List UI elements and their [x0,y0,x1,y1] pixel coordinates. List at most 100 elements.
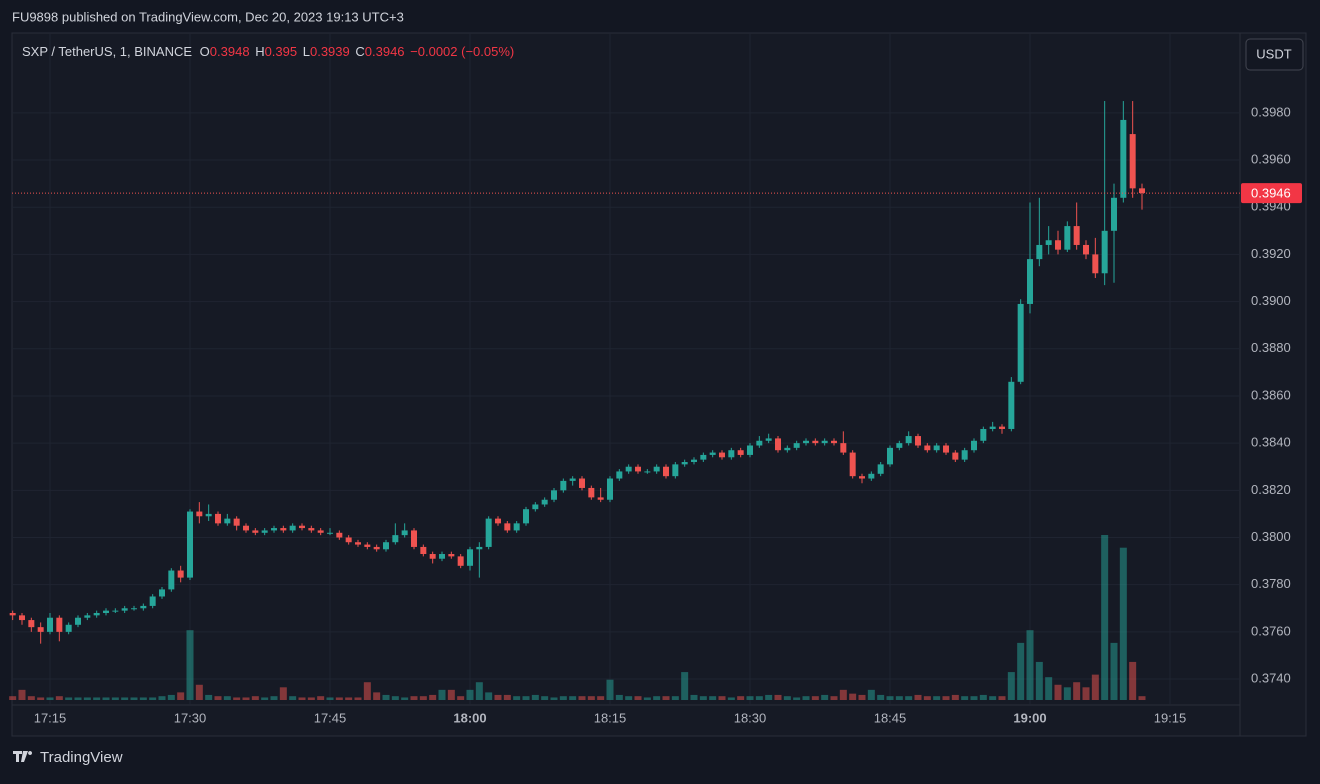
volume-bar [186,630,194,700]
volume-bar [699,696,707,700]
x-tick-label: 17:15 [34,710,67,725]
candle-body [271,528,277,531]
volume-bar [793,697,801,700]
volume-bar [1110,642,1118,700]
volume-bar [401,697,409,700]
brand-logo [13,751,33,762]
candle-body [140,605,147,609]
volume-bar [214,696,222,700]
volume-bar [1054,684,1062,700]
candle-body [1129,134,1136,189]
candle-body [1092,254,1099,274]
volume-bar [998,696,1006,700]
candle-body [504,523,511,531]
volume-bar [93,697,101,700]
volume-bar [755,696,763,700]
volume-bar [74,697,82,700]
candle-body [485,518,492,547]
candle-body [177,570,184,578]
volume-bar [662,696,670,700]
candle-body [625,466,632,472]
candle-body [1036,244,1043,260]
candle-body [327,532,333,534]
volume-bar [550,697,558,700]
y-tick-label: 0.3820 [1251,482,1291,497]
candle-body [103,610,109,613]
high-value: 0.395 [265,44,298,59]
volume-bar [718,696,726,700]
candle-body [439,554,445,559]
volume-bar [606,679,614,700]
volume-bar [961,696,969,700]
volume-bar [429,694,437,700]
candle-body [663,466,669,477]
candle-body [653,466,660,472]
x-tick-label: 17:45 [314,710,347,725]
candle-body [943,445,949,453]
candle-body [476,546,483,550]
candle-body [971,440,977,451]
volume-bar [681,672,689,700]
candle-body [1008,381,1015,429]
volume-bar [858,694,866,700]
candle-body [700,454,707,460]
candle-body [588,487,595,498]
volume-bar [1073,682,1081,700]
candle-body [905,436,912,444]
legend-line: SXP / TetherUS, 1, BINANCE O0.3948 H0.39… [22,44,514,59]
volume-bar [494,694,502,700]
volume-bar [1101,535,1109,700]
candle-body [1139,188,1145,194]
volume-bar [1007,672,1015,700]
candle-body [1017,303,1024,382]
volume-bar [765,694,773,700]
candle-body [821,440,828,444]
currency-button[interactable] [1245,38,1304,71]
candle-body [336,532,343,538]
volume-bar [727,697,735,700]
candle-body [793,443,800,448]
x-tick-label: 18:45 [874,710,907,725]
axes: 0.3740 0.3760 0.3780 0.3800 0.3820 0.3840 0.38… [12,104,1302,725]
volume-bar [391,696,399,700]
candle-body [597,497,604,500]
candle-body [691,459,697,463]
ohlc-label: L [303,44,310,59]
volume-bar [895,696,903,700]
candle-body [205,513,212,517]
currency-label[interactable]: USDT [1256,46,1291,61]
candle-body [1027,259,1033,304]
y-tick-label: 0.3760 [1251,623,1291,638]
volume-bar [65,697,73,700]
volume-bar [410,696,418,700]
ohlc-label: H [255,44,264,59]
x-tick-label: 19:00 [1013,710,1046,725]
volume-bar [1082,687,1090,700]
ohlc-label: O [200,44,210,59]
candle-body [345,537,352,543]
candle-body [924,445,931,451]
volume-pane [9,535,1146,700]
candle-body [775,438,781,451]
candle-body [803,440,809,444]
candle-body [896,443,903,448]
volume-bar [1129,661,1137,700]
volume-bar [531,694,539,700]
candle-body [756,440,763,446]
volume-bar [1017,642,1025,700]
candle-body [887,447,893,465]
candle-body [868,473,875,479]
candle-body [215,513,221,524]
volume-bar [466,689,474,700]
candle-body [93,612,100,616]
volume-bar [886,696,894,700]
candle-body [1120,119,1127,198]
volume-bar [783,696,791,700]
candle-body [1055,240,1061,250]
volume-bar [634,696,642,700]
volume-bar [569,696,577,700]
candle-body [1064,226,1071,250]
candle-body [392,535,399,543]
candle-body [747,445,753,455]
candle-body [233,518,240,526]
